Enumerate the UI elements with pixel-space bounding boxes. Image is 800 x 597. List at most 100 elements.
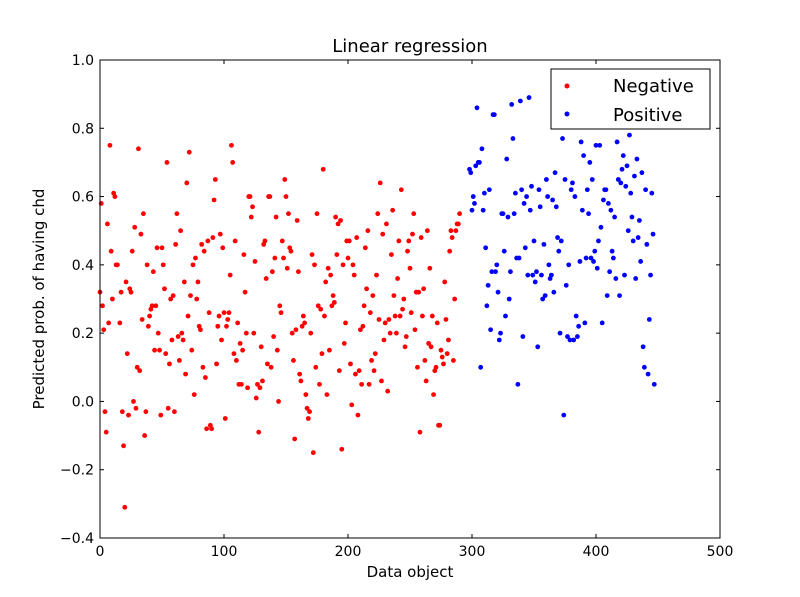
point-negative — [203, 375, 208, 380]
point-negative — [251, 330, 257, 336]
point-negative — [163, 351, 169, 357]
point-negative — [381, 337, 387, 343]
y-axis-label: Predicted prob. of having chd — [30, 189, 48, 410]
point-negative — [256, 429, 262, 435]
point-negative — [379, 378, 384, 384]
point-negative — [393, 330, 399, 336]
point-negative — [371, 368, 377, 374]
point-negative — [416, 289, 422, 295]
point-negative — [210, 235, 216, 240]
point-negative — [139, 317, 145, 322]
point-positive — [516, 255, 522, 261]
legend-negative-marker — [564, 83, 570, 89]
point-negative — [421, 286, 427, 292]
point-positive — [501, 248, 507, 254]
point-negative — [300, 313, 306, 319]
point-negative — [206, 310, 212, 316]
point-positive — [633, 276, 639, 281]
point-negative — [340, 262, 346, 268]
point-positive — [485, 282, 491, 288]
point-negative — [387, 330, 393, 336]
point-negative — [423, 378, 429, 384]
point-negative — [424, 228, 430, 234]
point-positive — [592, 248, 598, 254]
point-positive — [532, 279, 538, 285]
point-negative — [159, 245, 165, 251]
point-positive — [484, 303, 490, 309]
point-positive — [517, 98, 523, 104]
point-negative — [395, 276, 400, 281]
y-tick-label: 0.6 — [72, 190, 94, 206]
point-negative — [250, 204, 255, 210]
point-negative — [415, 364, 420, 370]
point-negative — [123, 279, 129, 285]
point-positive — [480, 207, 486, 213]
point-negative — [216, 313, 222, 319]
point-negative — [382, 320, 388, 326]
point-negative — [133, 405, 139, 411]
point-negative — [132, 224, 138, 230]
point-positive — [508, 269, 513, 275]
point-positive — [579, 207, 585, 213]
point-negative — [175, 334, 181, 339]
point-negative — [240, 347, 246, 353]
point-negative — [173, 241, 179, 247]
point-positive — [646, 317, 652, 322]
point-negative — [190, 262, 196, 268]
point-negative — [358, 327, 363, 333]
point-positive — [619, 166, 625, 172]
plot-frame — [99, 59, 721, 539]
point-negative — [183, 371, 188, 377]
point-negative — [137, 368, 143, 374]
point-negative — [302, 320, 307, 326]
point-positive — [494, 262, 500, 268]
point-negative — [362, 245, 368, 251]
point-negative — [403, 334, 409, 339]
point-negative — [131, 399, 136, 404]
point-negative — [417, 429, 423, 435]
point-positive — [582, 320, 588, 326]
point-negative — [157, 347, 162, 353]
point-negative — [402, 344, 408, 350]
point-positive — [540, 296, 546, 302]
legend: Negative Positive — [550, 68, 711, 130]
point-negative — [100, 303, 105, 309]
point-negative — [318, 306, 324, 312]
point-negative — [106, 320, 112, 326]
point-negative — [241, 252, 247, 258]
point-positive — [562, 177, 568, 182]
point-negative — [107, 142, 113, 148]
point-negative — [303, 392, 309, 397]
y-tick-label: 1.0 — [72, 53, 94, 69]
point-negative — [438, 347, 444, 353]
point-negative — [442, 279, 448, 285]
point-negative — [441, 361, 446, 367]
chart-title: Linear regression — [332, 36, 487, 57]
point-positive — [593, 142, 599, 148]
point-positive — [478, 364, 484, 370]
point-positive — [482, 190, 487, 196]
ticks-layer: 0 100 200 300 400 500 −0.4 −0.2 0.0 0.2 0.4 0.6 0.8 1… — [60, 53, 733, 560]
point-positive — [625, 228, 631, 234]
point-negative — [150, 269, 156, 275]
point-negative — [289, 330, 295, 336]
point-negative — [410, 231, 415, 237]
point-negative — [283, 194, 289, 199]
point-positive — [526, 95, 532, 100]
point-positive — [557, 330, 563, 336]
point-negative — [204, 426, 210, 432]
point-negative — [129, 248, 135, 254]
point-positive — [537, 204, 543, 210]
point-positive — [597, 142, 603, 148]
point-negative — [434, 320, 440, 326]
point-negative — [179, 330, 185, 336]
point-negative — [365, 228, 371, 234]
point-negative — [252, 259, 258, 264]
point-negative — [217, 231, 223, 237]
x-tick-label: 100 — [211, 544, 238, 560]
point-positive — [524, 194, 529, 199]
point-negative — [288, 248, 294, 254]
point-positive — [566, 262, 572, 268]
point-positive — [643, 187, 648, 193]
x-axis-label: Data object — [367, 563, 454, 581]
